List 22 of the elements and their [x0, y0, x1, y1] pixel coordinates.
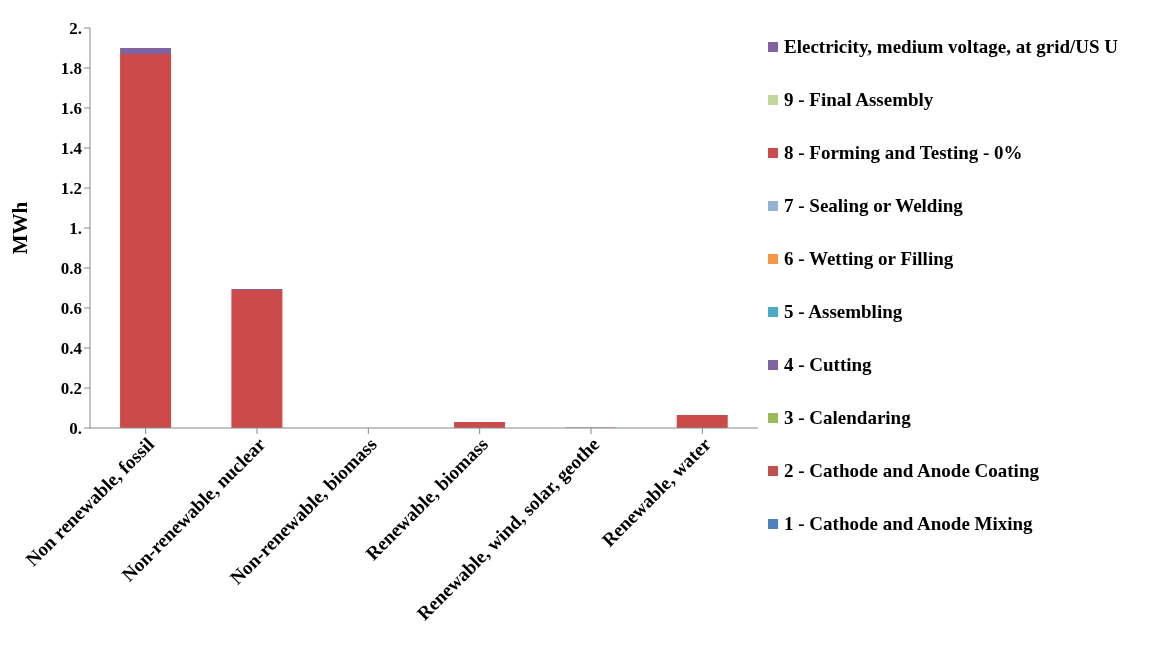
y-tick-label: 0.	[69, 419, 82, 439]
y-tick-label: 2.	[69, 19, 82, 39]
legend-label: 7 - Sealing or Welding	[784, 195, 963, 217]
legend-label: 3 - Calendaring	[784, 407, 911, 429]
y-tick-label: 0.6	[60, 299, 82, 319]
y-tick-label: 1.8	[60, 59, 82, 79]
y-tick-label: 1.	[69, 219, 82, 239]
legend-label: Electricity, medium voltage, at grid/US U	[784, 36, 1119, 58]
y-tick-label: 0.8	[60, 259, 82, 279]
y-tick-label: 1.2	[60, 179, 82, 199]
legend-label: 5 - Assembling	[784, 301, 903, 323]
legend-label: 8 - Forming and Testing - 0%	[784, 142, 1023, 164]
legend-label: 2 - Cathode and Anode Coating	[784, 460, 1039, 482]
y-tick-label: 0.4	[60, 339, 83, 359]
legend-label: 9 - Final Assembly	[784, 89, 934, 111]
y-axis-title: MWh	[8, 201, 33, 255]
y-tick-label: 0.2	[60, 379, 82, 399]
legend-label: 6 - Wetting or Filling	[784, 248, 954, 270]
y-tick-label: 1.6	[60, 99, 82, 119]
legend-label: 1 - Cathode and Anode Mixing	[784, 513, 1033, 535]
y-tick-label: 1.4	[60, 139, 83, 159]
legend-label: 4 - Cutting	[784, 354, 872, 376]
